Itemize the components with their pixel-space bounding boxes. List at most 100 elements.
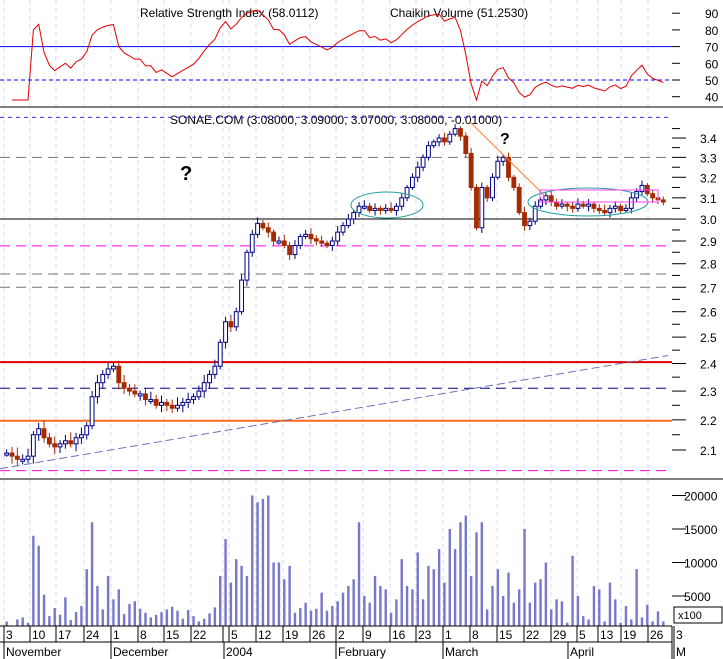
volume-bar bbox=[512, 602, 516, 626]
volume-bar bbox=[480, 522, 484, 626]
day-label: 5 bbox=[231, 628, 238, 642]
candle bbox=[495, 160, 501, 178]
candle bbox=[383, 207, 389, 211]
candle bbox=[607, 207, 613, 214]
candle bbox=[527, 220, 533, 227]
candle bbox=[105, 368, 111, 375]
volume-bar bbox=[528, 602, 532, 626]
candle bbox=[244, 251, 250, 281]
rsi-tick-label: 70 bbox=[705, 41, 719, 55]
candle bbox=[84, 425, 90, 436]
rsi-tick-label: 40 bbox=[705, 91, 719, 105]
volume-bar bbox=[293, 612, 297, 626]
volume-bar bbox=[517, 589, 521, 626]
volume-bar bbox=[576, 596, 580, 626]
volume-bar bbox=[571, 555, 574, 626]
price-tick-label: 2.8 bbox=[700, 258, 717, 272]
price-tick-label: 2.6 bbox=[700, 306, 717, 320]
candle bbox=[586, 203, 592, 207]
volume-indicator-title: Chaikin Volume (51.2530) bbox=[390, 6, 528, 20]
volume-bar bbox=[74, 612, 78, 626]
volume-bar bbox=[373, 575, 377, 626]
downtrend-line bbox=[469, 121, 546, 197]
price-tick-label: 3.4 bbox=[700, 132, 717, 146]
candle bbox=[196, 390, 202, 398]
candle bbox=[36, 428, 42, 436]
candle bbox=[41, 428, 47, 439]
month-label: 2004 bbox=[226, 645, 253, 659]
volume-bar bbox=[325, 610, 329, 626]
volume-bar bbox=[138, 608, 142, 626]
volume-bar bbox=[299, 608, 302, 626]
candle bbox=[484, 186, 490, 199]
candle bbox=[297, 236, 303, 246]
candle bbox=[148, 399, 154, 403]
volume-bar bbox=[203, 618, 206, 626]
volume-bar bbox=[400, 559, 403, 626]
candle bbox=[436, 137, 442, 143]
day-label: 22 bbox=[193, 628, 207, 642]
volume-bar bbox=[384, 589, 387, 626]
candle bbox=[313, 238, 319, 242]
candle bbox=[319, 240, 325, 244]
volume-bar bbox=[448, 529, 451, 626]
volume-bar bbox=[379, 585, 382, 626]
volume-bar bbox=[475, 532, 478, 626]
volume-bar bbox=[165, 609, 169, 626]
candle bbox=[95, 382, 100, 398]
candle bbox=[281, 240, 287, 246]
rsi-tick-label: 60 bbox=[705, 57, 719, 71]
volume-bar bbox=[566, 622, 569, 626]
volume-bar bbox=[197, 621, 201, 626]
volume-bar bbox=[69, 620, 72, 626]
candle bbox=[100, 373, 106, 384]
candle bbox=[532, 205, 538, 222]
volume-bar bbox=[245, 575, 249, 626]
candle bbox=[596, 207, 602, 211]
candle bbox=[479, 186, 485, 229]
day-label: 3 bbox=[6, 628, 13, 642]
uptrend-line bbox=[0, 354, 669, 470]
volume-bar bbox=[416, 552, 419, 626]
volume-bar bbox=[363, 596, 366, 626]
day-label: 22 bbox=[526, 628, 540, 642]
candle bbox=[377, 207, 383, 211]
volume-bar bbox=[133, 601, 136, 626]
price-tick-label: 2.5 bbox=[700, 331, 717, 345]
volume-bar bbox=[315, 608, 318, 626]
candle bbox=[159, 401, 164, 406]
candle bbox=[516, 186, 522, 214]
volume-bar bbox=[608, 582, 612, 626]
day-label: 15 bbox=[499, 628, 513, 642]
question-mark-orange: ? bbox=[500, 131, 510, 148]
candle bbox=[62, 440, 68, 445]
volume-bar bbox=[16, 619, 19, 626]
day-label: 19 bbox=[623, 628, 637, 642]
volume-bar bbox=[555, 599, 558, 626]
candle bbox=[57, 443, 63, 448]
candle bbox=[361, 205, 367, 209]
volume-bar bbox=[469, 575, 473, 626]
month-label: M bbox=[676, 645, 686, 659]
candle bbox=[239, 279, 244, 313]
candle bbox=[249, 233, 255, 253]
price-tick-label: 2.1 bbox=[700, 444, 717, 458]
day-label: 24 bbox=[86, 628, 100, 642]
candle bbox=[575, 203, 581, 209]
volume-bar bbox=[224, 539, 227, 626]
candle bbox=[511, 176, 517, 188]
volume-bar bbox=[443, 582, 446, 626]
candle bbox=[153, 399, 159, 406]
candle bbox=[602, 209, 608, 214]
candle bbox=[564, 203, 570, 207]
rsi-tick-label: 50 bbox=[705, 74, 719, 88]
volume-bar bbox=[96, 585, 99, 626]
volume-bar bbox=[170, 606, 174, 626]
volume-bar bbox=[437, 549, 441, 626]
volume-bar bbox=[160, 612, 163, 626]
volume-bar bbox=[58, 614, 62, 626]
day-label: 3 bbox=[676, 628, 683, 642]
day-label: 16 bbox=[392, 628, 406, 642]
price-tick-label: 3.3 bbox=[700, 151, 717, 165]
volume-bar bbox=[662, 621, 665, 626]
